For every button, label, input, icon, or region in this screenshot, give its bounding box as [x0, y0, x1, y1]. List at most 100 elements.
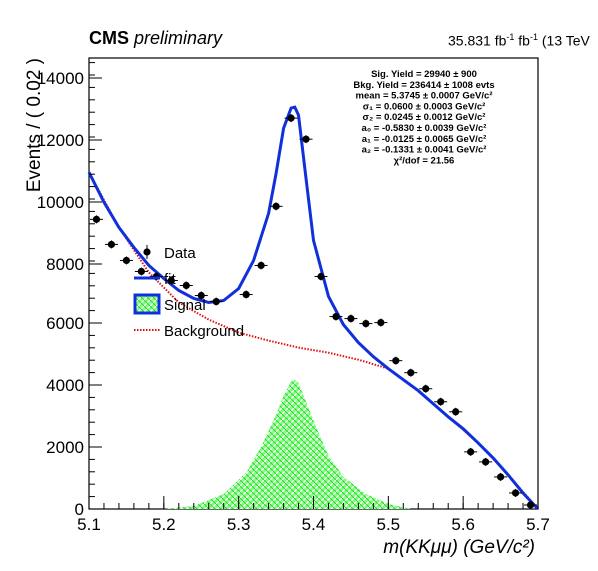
data-marker [272, 202, 280, 210]
data-marker [122, 256, 131, 265]
experiment-label: CMS preliminary [89, 28, 222, 49]
data-marker [332, 312, 340, 321]
legend-signal-swatch [133, 293, 161, 315]
legend-entry-data [143, 245, 151, 259]
y-tick-label: 6000 [46, 314, 84, 333]
fit-curve [87, 105, 540, 511]
y-tick-label: 8000 [46, 255, 84, 274]
signal-area [163, 379, 411, 509]
x-tick-label: 5.6 [451, 515, 475, 534]
experiment-name: CMS [89, 28, 129, 48]
data-marker [467, 448, 475, 456]
data-marker [167, 276, 175, 285]
data-point [434, 397, 448, 406]
data-marker [242, 290, 250, 299]
x-tick-label: 5.4 [302, 515, 326, 534]
fit-result-line: a₂ = -0.1331 ± 0.0041 GeV/c² [362, 145, 487, 156]
data-marker [511, 489, 520, 497]
fit-result-line: Bkg. Yield = 236414 ± 1008 evts [353, 80, 494, 91]
data-point [494, 472, 508, 481]
data-points [89, 114, 538, 509]
data-point [104, 240, 118, 249]
data-marker [287, 114, 295, 122]
y-tick-label: 12000 [37, 131, 84, 150]
data-point [284, 114, 298, 123]
data-marker [347, 314, 355, 323]
legend-label: Background [164, 323, 244, 340]
data-marker [496, 473, 505, 481]
data-marker [182, 281, 190, 290]
data-point [239, 290, 253, 299]
y-tick-label: 0 [75, 500, 84, 519]
data-point [314, 272, 328, 281]
data-point [119, 256, 133, 265]
data-point [329, 312, 343, 321]
data-point [179, 281, 193, 290]
fit-result-line: a₀ = -0.5830 ± 0.0039 GeV/c² [362, 123, 487, 134]
y-axis-label: Events / ( 0.02 ) [24, 58, 45, 192]
data-marker [407, 369, 415, 377]
data-marker [107, 240, 116, 249]
data-marker [257, 261, 265, 270]
data-marker [302, 135, 310, 143]
data-point [509, 488, 523, 497]
data-point [299, 135, 313, 144]
data-marker [137, 267, 145, 276]
luminosity-label: 35.831 fb-1 fb-1 (13 TeV [448, 32, 590, 49]
legend-label: fit [164, 271, 177, 288]
fit-result-line: mean = 5.3745 ± 0.0007 GeV/c² [356, 91, 493, 102]
axis-ticks: 5.1 5.2 5.3 5.4 5.5 5.6 5.7 0 2000 4000 6000 8000 10… [37, 62, 550, 534]
data-point [359, 319, 373, 328]
data-point [449, 407, 463, 416]
data-point [464, 447, 478, 456]
data-marker [317, 272, 325, 281]
data-marker [392, 357, 400, 365]
data-point [344, 314, 358, 323]
data-marker [212, 297, 220, 306]
data-point [524, 500, 538, 509]
data-point [164, 276, 178, 285]
data-point [269, 202, 283, 211]
fit-result-line: χ²/dof = 21.56 [394, 155, 455, 166]
legend-data-marker [143, 248, 151, 256]
y-tick-label: 4000 [46, 376, 84, 395]
x-tick-label: 5.5 [377, 515, 401, 534]
fit-result-line: σ₂ = 0.0245 ± 0.0012 GeV/c² [363, 112, 486, 123]
data-marker [482, 458, 490, 466]
y-tick-label: 14000 [37, 69, 84, 88]
data-marker [437, 398, 445, 406]
signal-hist [163, 379, 411, 509]
data-point [254, 261, 268, 270]
data-point [404, 368, 418, 377]
data-point [419, 384, 433, 393]
legend-entry-signal [133, 293, 161, 315]
x-tick-label: 5.7 [526, 515, 550, 534]
legend: Data fit Signal Background [133, 245, 244, 340]
legend-label: Signal [164, 297, 206, 314]
x-tick-label: 5.1 [77, 515, 101, 534]
data-marker [377, 318, 385, 327]
legend-label: Data [164, 245, 196, 262]
data-marker [526, 501, 535, 509]
x-tick-label: 5.3 [227, 515, 251, 534]
data-point [374, 318, 388, 327]
fit-result-line: Sig. Yield = 29940 ± 900 [371, 69, 477, 80]
fit-result-line: σ₁ = 0.0600 ± 0.0003 GeV/c² [363, 101, 486, 112]
data-marker [422, 385, 430, 393]
data-point [479, 457, 493, 466]
data-marker [362, 319, 370, 328]
status-label: preliminary [134, 28, 223, 48]
fit-line [87, 105, 540, 511]
data-point [209, 297, 223, 306]
fit-result-line: a₁ = -0.0125 ± 0.0065 GeV/c² [362, 134, 487, 145]
data-point [134, 267, 148, 276]
y-tick-label: 2000 [46, 438, 84, 457]
x-tick-label: 5.2 [152, 515, 176, 534]
data-marker [197, 291, 205, 300]
data-point [389, 356, 403, 365]
data-marker [452, 408, 460, 416]
y-tick-label: 10000 [37, 193, 84, 212]
x-axis-label: m(KKμμ) (GeV/c²) [383, 537, 535, 558]
